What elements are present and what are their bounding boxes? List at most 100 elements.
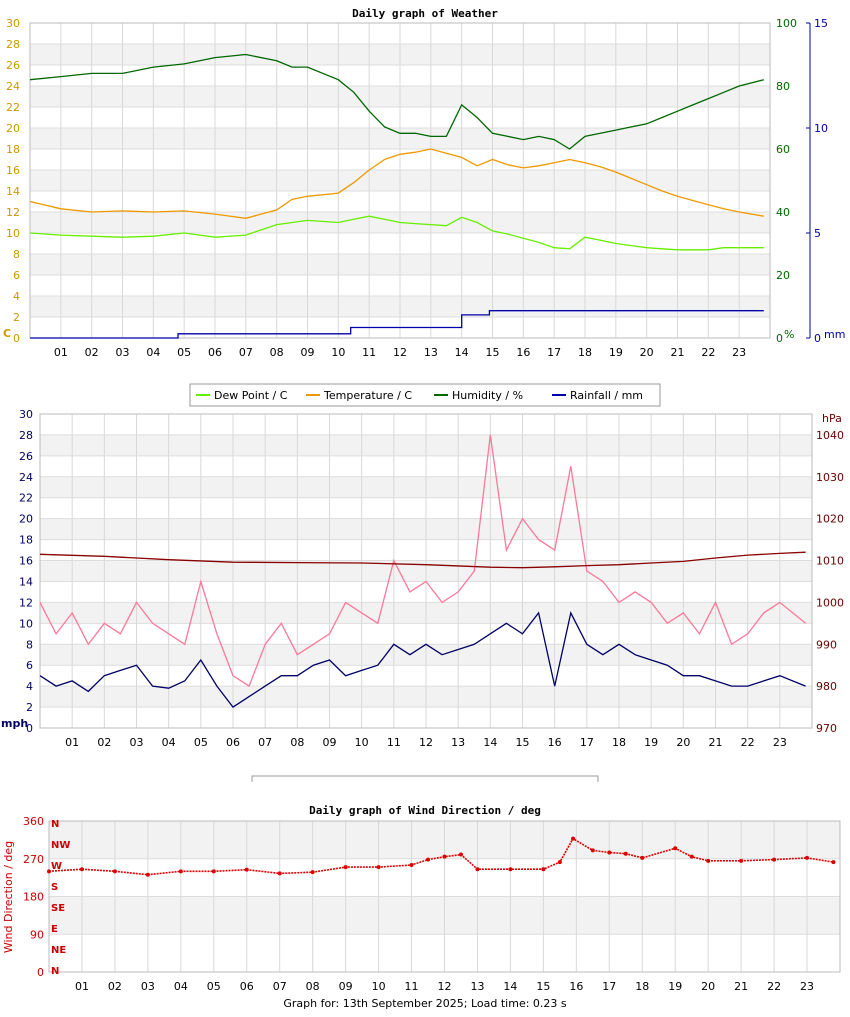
y-tick-label: 20: [6, 122, 20, 135]
x-tick-label: 15: [536, 980, 550, 993]
y-tick-label: 90: [30, 928, 44, 941]
x-tick-label: 22: [741, 736, 755, 749]
y-tick-label-right: 0: [776, 332, 783, 345]
x-tick-label: 04: [146, 346, 160, 359]
x-tick-label: 03: [130, 736, 144, 749]
x-tick-label: 11: [362, 346, 376, 359]
y-tick-label: 28: [19, 429, 33, 442]
y-tick-label-right: 970: [816, 722, 837, 735]
x-tick-label: 20: [640, 346, 654, 359]
y-tick-label: 26: [19, 450, 33, 463]
y-tick-label: 270: [23, 853, 44, 866]
plot-frame: [48, 820, 841, 973]
compass-label: W: [51, 861, 62, 872]
y-tick-label: 8: [13, 248, 20, 261]
chart-title: Daily graph of Wind Direction / deg: [309, 804, 541, 817]
x-tick-label: 05: [207, 980, 221, 993]
compass-label: N: [51, 966, 59, 977]
series-line: [39, 434, 807, 688]
x-tick-label: 01: [65, 736, 79, 749]
x-tick-label: 04: [174, 980, 188, 993]
x-tick-label: 17: [602, 980, 616, 993]
y-tick-label: 10: [6, 227, 20, 240]
y-tick-label: 360: [23, 815, 44, 828]
x-tick-label: 23: [732, 346, 746, 359]
x-tick-label: 20: [701, 980, 715, 993]
x-tick-label: 10: [355, 736, 369, 749]
y-tick-label-right: 1020: [816, 513, 844, 526]
x-tick-label: 06: [240, 980, 254, 993]
x-tick-label: 08: [306, 980, 320, 993]
x-tick-label: 14: [503, 980, 517, 993]
y-tick-label-right: 1010: [816, 555, 844, 568]
y-tick-label: 30: [19, 408, 33, 421]
x-tick-label: 12: [419, 736, 433, 749]
y-tick-label: 14: [6, 185, 20, 198]
y-tick-label: 24: [6, 80, 20, 93]
y-tick-label: 18: [6, 143, 20, 156]
x-tick-label: 13: [451, 736, 465, 749]
x-tick-label: 03: [141, 980, 155, 993]
x-tick-label: 14: [483, 736, 497, 749]
x-tick-label: 17: [547, 346, 561, 359]
y-tick-label: 28: [6, 38, 20, 51]
y-tick-label-right: 1030: [816, 471, 844, 484]
y-tick-label: 30: [6, 17, 20, 30]
x-tick-label: 11: [405, 980, 419, 993]
data-point: [47, 869, 51, 874]
y-tick-label-right: 980: [816, 680, 837, 693]
legend-box: [189, 383, 661, 407]
y-tick-label-right: 100: [776, 17, 797, 30]
x-tick-label: 20: [676, 736, 690, 749]
compass-label: S: [51, 882, 58, 893]
y-tick-label-right: 20: [776, 269, 790, 282]
x-tick-label: 09: [323, 736, 337, 749]
x-tick-label: 18: [612, 736, 626, 749]
compass-label: NE: [51, 945, 66, 956]
wind-direction-chart: Daily graph of Wind Direction / deg 01 0 2 0…: [2, 804, 841, 993]
x-tick-label: 04: [162, 736, 176, 749]
x-tick-label: 11: [387, 736, 401, 749]
x-tick-label: 17: [580, 736, 594, 749]
compass-label: N: [51, 819, 59, 830]
y-axis-label: C: [3, 327, 11, 340]
x-tick-label: 06: [208, 346, 222, 359]
y-tick-label-right: 60: [776, 143, 790, 156]
y-tick-label: 0: [26, 722, 33, 735]
x-tick-label: 22: [701, 346, 715, 359]
direction-trace: [48, 837, 834, 876]
y-tick-label-right: 1000: [816, 596, 844, 609]
x-tick-label: 08: [270, 346, 284, 359]
x-tick-label: 16: [548, 736, 562, 749]
x-tick-label: 01: [75, 980, 89, 993]
series-line: [29, 215, 764, 251]
y-axis-label: mph: [1, 717, 28, 730]
y-tick-label: 4: [26, 680, 33, 693]
y-tick-label: 22: [6, 101, 20, 114]
wind-chart: 01 02 03 04 05 06 07 08 09 10 11 12 13 14 15 16 17 18 19 20…: [1, 408, 844, 782]
x-tick-label: 22: [767, 980, 781, 993]
x-tick-label: 02: [85, 346, 99, 359]
x-tick-label: 14: [455, 346, 469, 359]
y-tick-label: 0: [37, 966, 44, 979]
x-tick-label: 05: [177, 346, 191, 359]
y-tick-label-right-2: 15: [814, 17, 828, 30]
y-tick-label-right: 990: [816, 638, 837, 651]
legend-item: Rainfall / mm: [570, 389, 643, 402]
x-tick-label: 07: [273, 980, 287, 993]
x-tick-label: 07: [258, 736, 272, 749]
y-tick-label: 4: [13, 290, 20, 303]
y-tick-label: 8: [26, 638, 33, 651]
x-tick-label: 10: [331, 346, 345, 359]
y-axis-label: Wind Direction / deg: [2, 841, 15, 953]
y-tick-label: 2: [26, 701, 33, 714]
x-tick-label: 18: [635, 980, 649, 993]
y-tick-label: 0: [13, 332, 20, 345]
x-tick-label: 12: [393, 346, 407, 359]
right-axis-label: %: [784, 328, 794, 341]
x-tick-label: 15: [486, 346, 500, 359]
legend-item: Wind Speed /mph: [276, 781, 374, 782]
x-tick-label: 21: [671, 346, 685, 359]
y-tick-label: 24: [19, 471, 33, 484]
series-line: [30, 310, 764, 339]
